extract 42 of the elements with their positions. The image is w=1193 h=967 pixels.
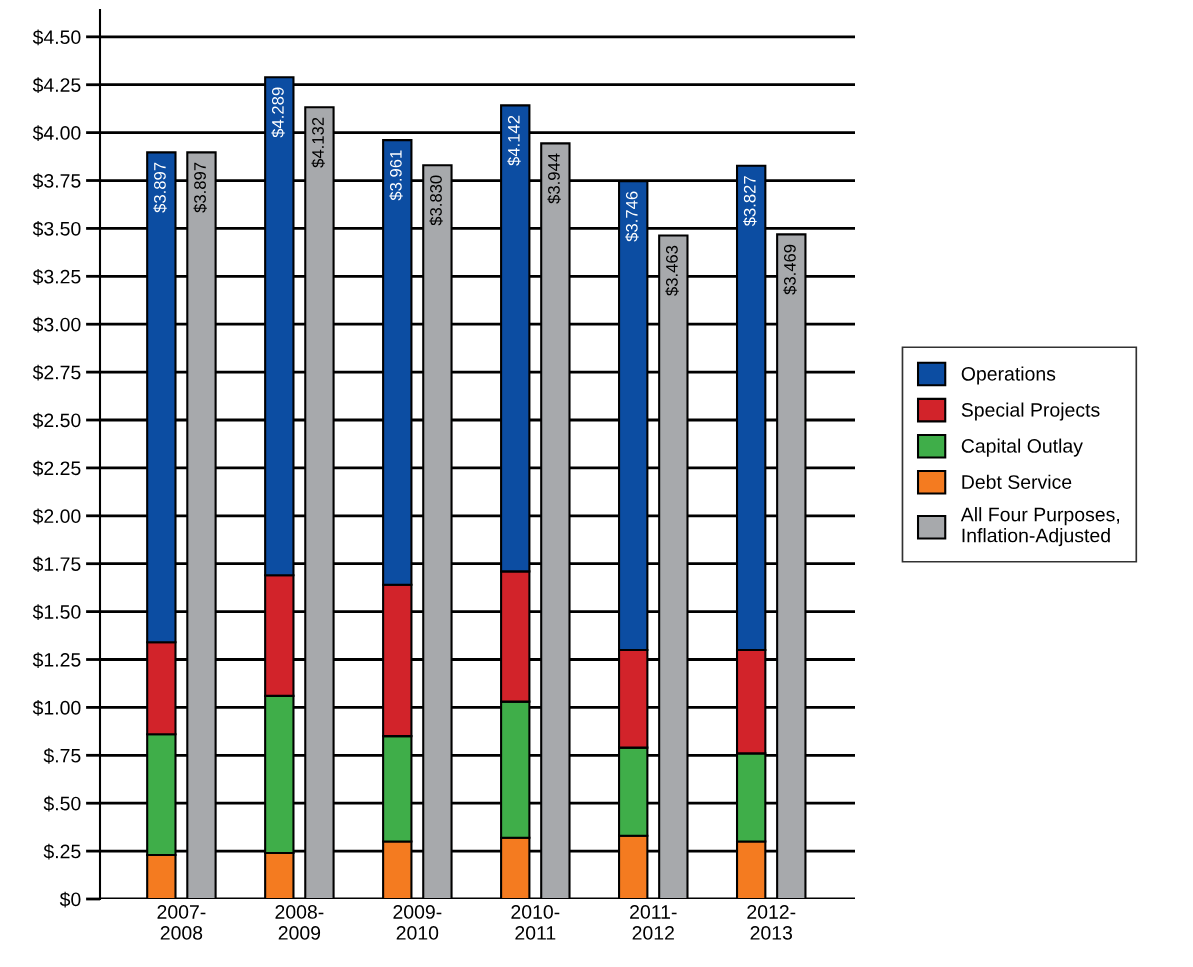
y-tick-label: $4.25 bbox=[32, 77, 81, 94]
y-tick-label: $2.50 bbox=[32, 412, 81, 429]
x-tick-label: 2009- 2010 bbox=[393, 905, 442, 940]
y-tick-label: $4.50 bbox=[32, 29, 81, 46]
legend-label: Special Projects bbox=[961, 402, 1100, 421]
total-label: $4.289 bbox=[271, 87, 285, 138]
y-tick-label: $.75 bbox=[43, 747, 81, 764]
x-tick-label: 2012- 2013 bbox=[747, 905, 796, 940]
y-tick-label: $.25 bbox=[43, 843, 81, 860]
data-label: $3.944 bbox=[547, 153, 561, 204]
y-tick-label: $2.25 bbox=[32, 460, 81, 477]
y-tick-label: $3.25 bbox=[32, 268, 81, 285]
y-tick-label: $.50 bbox=[43, 795, 81, 812]
legend-label: Debt Service bbox=[962, 474, 1072, 489]
y-tick-label: $1.75 bbox=[32, 556, 81, 573]
total-label: $3.827 bbox=[743, 176, 757, 227]
data-label: $4.132 bbox=[311, 117, 325, 168]
total-label: $3.897 bbox=[153, 162, 167, 213]
legend-label: Operations bbox=[961, 366, 1056, 385]
y-tick-label: $2.00 bbox=[32, 508, 81, 525]
y-tick-label: $3.50 bbox=[32, 221, 81, 237]
data-label: $3.469 bbox=[783, 244, 797, 295]
data-label: $3.897 bbox=[193, 162, 207, 213]
y-tick-label: $1.25 bbox=[32, 652, 81, 668]
y-tick-label: $3.75 bbox=[32, 173, 81, 189]
y-tick-label: $2.75 bbox=[32, 364, 81, 381]
x-tick-label: 2008- 2009 bbox=[275, 905, 324, 940]
data-label: $3.463 bbox=[665, 245, 679, 296]
y-tick-label: $3.00 bbox=[32, 316, 81, 333]
total-label: $3.746 bbox=[625, 191, 639, 242]
data-label: $3.830 bbox=[429, 175, 443, 226]
x-tick-label: 2010- 2011 bbox=[511, 905, 560, 940]
y-tick-label: $4.00 bbox=[32, 125, 81, 142]
total-label: $3.961 bbox=[389, 150, 403, 201]
total-label: $4.142 bbox=[507, 115, 521, 166]
y-tick-label: $0 bbox=[59, 891, 81, 908]
x-tick-label: 2007- 2008 bbox=[157, 905, 206, 940]
y-tick-label: $1.00 bbox=[32, 700, 81, 716]
y-tick-label: $1.50 bbox=[32, 604, 81, 620]
x-tick-label: 2011- 2012 bbox=[630, 905, 677, 940]
legend-label: Capital Outlay bbox=[961, 438, 1083, 457]
legend-label: All Four Purposes, Inflation-Adjusted bbox=[960, 507, 1119, 547]
